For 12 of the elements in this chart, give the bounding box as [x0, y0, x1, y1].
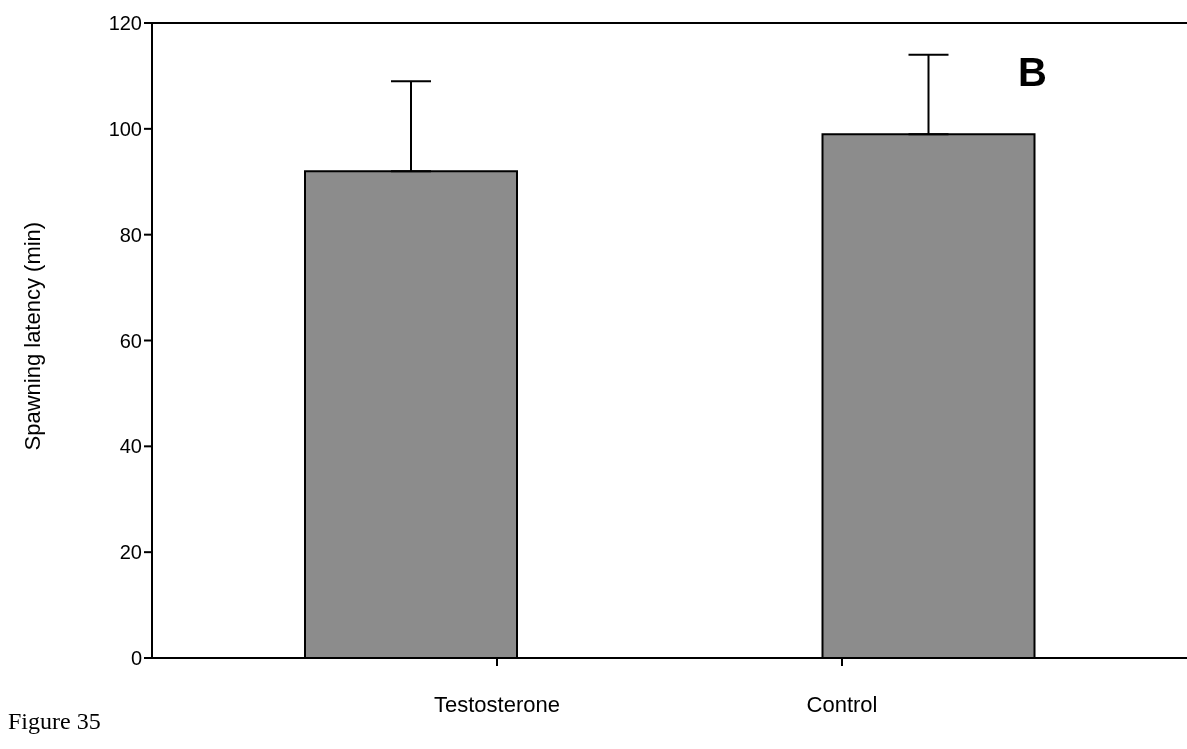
- annotation: B: [1018, 50, 1047, 95]
- caption: Figure 35: [8, 708, 101, 735]
- y-tick-label: 80: [119, 223, 142, 246]
- x-tick-label: Control: [806, 691, 878, 717]
- y-tick-label: 100: [108, 117, 142, 140]
- y-tick-label: 120: [108, 12, 142, 35]
- y-tick-label: 60: [119, 329, 142, 352]
- y-axis-title: Spawning latency (min): [19, 221, 45, 451]
- y-tick-label: 0: [130, 647, 142, 670]
- y-tick-label: 20: [119, 541, 142, 564]
- x-tick-label: Testosterone: [434, 691, 560, 717]
- y-tick-label: 40: [119, 435, 142, 458]
